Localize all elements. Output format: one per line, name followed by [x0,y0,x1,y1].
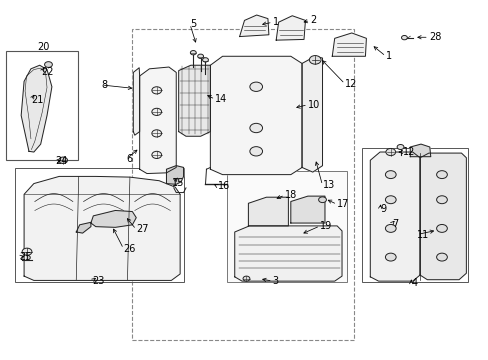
Circle shape [385,253,395,261]
Text: 17: 17 [336,199,349,210]
Text: 2: 2 [310,15,316,26]
Circle shape [249,123,262,133]
Polygon shape [133,68,140,135]
Circle shape [385,148,395,156]
Circle shape [436,171,447,179]
Circle shape [152,108,161,116]
Polygon shape [21,65,52,152]
Text: 12: 12 [402,147,414,157]
Text: 11: 11 [416,230,428,239]
Text: 27: 27 [136,225,148,234]
Circle shape [243,276,249,281]
Text: 7: 7 [391,219,397,229]
Text: 26: 26 [123,244,136,254]
Polygon shape [290,196,325,223]
Text: 12: 12 [344,79,357,89]
Circle shape [385,196,395,204]
Circle shape [436,253,447,261]
Circle shape [152,151,161,158]
Bar [361,148,467,282]
Polygon shape [331,33,366,56]
Text: 21: 21 [31,95,43,105]
Text: 5: 5 [189,19,196,29]
Polygon shape [302,56,322,172]
Circle shape [202,58,208,62]
Polygon shape [239,15,268,37]
Circle shape [401,36,407,40]
Circle shape [44,62,52,67]
Polygon shape [140,67,176,174]
Text: 10: 10 [307,100,320,110]
Circle shape [190,50,196,55]
Circle shape [385,171,395,179]
Text: 6: 6 [126,154,132,164]
Circle shape [436,225,447,232]
Bar [132,30,353,339]
Bar [227,171,346,282]
Polygon shape [76,222,91,233]
Text: 16: 16 [218,181,230,192]
Circle shape [436,196,447,204]
Text: 24: 24 [55,156,67,166]
Polygon shape [409,144,430,157]
Text: 28: 28 [428,32,440,42]
Circle shape [197,54,203,58]
Circle shape [309,55,321,64]
Circle shape [249,147,262,156]
Bar [5,51,78,160]
Circle shape [249,82,262,91]
Polygon shape [210,56,302,175]
Circle shape [152,87,161,94]
Text: 25: 25 [19,252,32,262]
Polygon shape [419,153,466,280]
Text: 15: 15 [172,178,184,188]
Circle shape [385,225,395,232]
Text: 19: 19 [320,221,332,231]
Polygon shape [369,152,419,281]
Text: 9: 9 [379,204,386,215]
Circle shape [152,130,161,137]
Text: 1: 1 [385,51,391,61]
Polygon shape [91,211,136,227]
Polygon shape [234,226,341,281]
Circle shape [318,197,326,203]
Text: 1: 1 [272,17,278,27]
Polygon shape [276,16,305,40]
Text: 13: 13 [322,180,334,190]
Polygon shape [178,65,210,136]
Text: 23: 23 [92,276,104,286]
Text: 4: 4 [410,278,417,288]
Circle shape [59,157,67,163]
Bar [15,168,183,282]
Polygon shape [24,176,180,280]
Text: 14: 14 [215,94,227,104]
Text: 22: 22 [41,67,54,77]
Polygon shape [248,197,288,226]
Text: 18: 18 [285,190,297,200]
Text: 3: 3 [272,276,278,286]
Polygon shape [166,166,183,184]
Text: 8: 8 [102,80,107,90]
Text: 20: 20 [37,42,50,51]
Circle shape [396,144,403,149]
Circle shape [22,248,32,255]
